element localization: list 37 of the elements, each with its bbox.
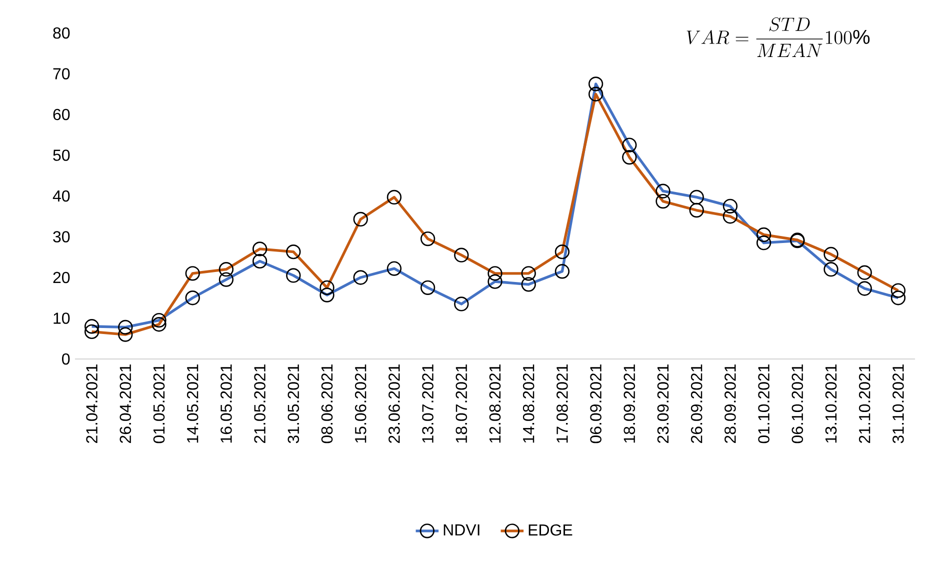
y-tick-label: 30 bbox=[53, 231, 70, 242]
annotation: $VAR=\frac{STD}{MEAN}100\%$ bbox=[686, 17, 870, 57]
legend-label: EDGE bbox=[528, 524, 572, 536]
legend-label: NDVI bbox=[444, 524, 480, 536]
x-tick-label: 21.10.2021 bbox=[858, 364, 870, 443]
x-tick-label: 26.09.2021 bbox=[690, 364, 702, 443]
x-tick-label: 13.07.2021 bbox=[422, 364, 434, 443]
x-tick-label: 21.04.2021 bbox=[86, 364, 98, 443]
x-tick-label: 23.06.2021 bbox=[388, 364, 400, 443]
y-tick-label: 0 bbox=[62, 353, 70, 365]
x-tick-label: 13.10.2021 bbox=[825, 364, 837, 443]
x-tick-label: 21.05.2021 bbox=[254, 364, 266, 443]
y-tick-label: 80 bbox=[53, 27, 70, 39]
x-tick-label: 14.05.2021 bbox=[186, 364, 198, 443]
x-tick-label: 18.07.2021 bbox=[456, 364, 468, 443]
x-tick-label: 26.04.2021 bbox=[120, 364, 132, 443]
y-tick-label: 60 bbox=[53, 108, 70, 120]
x-tick-label: 14.08.2021 bbox=[522, 364, 534, 443]
x-tick-label: 01.05.2021 bbox=[153, 364, 165, 444]
x-tick-label: 01.10.2021 bbox=[758, 364, 770, 444]
x-tick-label: 31.10.2021 bbox=[892, 364, 904, 444]
y-tick-label: 20 bbox=[53, 272, 70, 284]
x-tick-label: 31.05.2021 bbox=[288, 364, 300, 444]
y-tick-label: 40 bbox=[52, 190, 70, 202]
x-tick-label: 16.05.2021 bbox=[220, 364, 232, 443]
x-tick-label: 17.08.2021 bbox=[556, 364, 568, 443]
x-tick-label: 06.09.2021 bbox=[590, 364, 602, 444]
x-tick-label: 23.09.2021 bbox=[657, 364, 669, 443]
x-tick-label: 12.08.2021 bbox=[489, 364, 501, 443]
x-tick-label: 06.10.2021 bbox=[792, 364, 804, 444]
x-tick-label: 08.06.2021 bbox=[321, 364, 333, 444]
y-tick-label: 70 bbox=[53, 68, 70, 80]
x-tick-label: 18.09.2021 bbox=[624, 364, 636, 443]
x-tick-label: 28.09.2021 bbox=[724, 364, 736, 443]
x-tick-label: 15.06.2021 bbox=[354, 364, 366, 443]
y-tick-label: 50 bbox=[53, 150, 70, 161]
y-tick-label: 10 bbox=[54, 312, 70, 324]
